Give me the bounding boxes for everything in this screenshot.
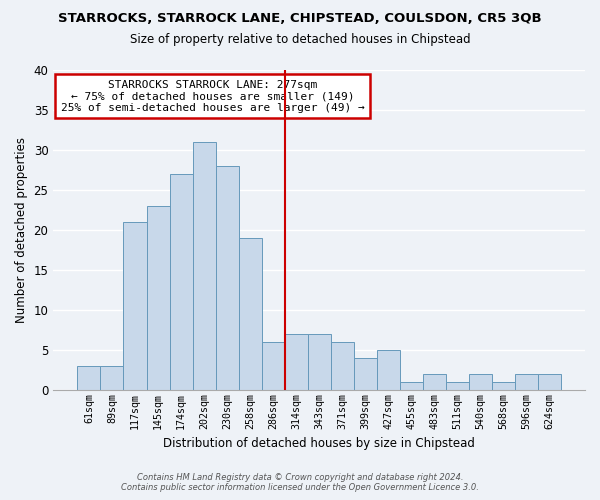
Bar [170, 174, 193, 390]
Bar [377, 350, 400, 390]
Text: Contains HM Land Registry data © Crown copyright and database right 2024.
Contai: Contains HM Land Registry data © Crown c… [121, 473, 479, 492]
X-axis label: Distribution of detached houses by size in Chipstead: Distribution of detached houses by size … [163, 437, 475, 450]
Bar [400, 382, 423, 390]
Bar [124, 222, 146, 390]
Bar [331, 342, 353, 390]
Bar [538, 374, 561, 390]
Text: Size of property relative to detached houses in Chipstead: Size of property relative to detached ho… [130, 32, 470, 46]
Bar [353, 358, 377, 390]
Bar [77, 366, 100, 390]
Bar [146, 206, 170, 390]
Bar [284, 334, 308, 390]
Bar [215, 166, 239, 390]
Bar [262, 342, 284, 390]
Y-axis label: Number of detached properties: Number of detached properties [15, 137, 28, 323]
Bar [492, 382, 515, 390]
Bar [308, 334, 331, 390]
Bar [515, 374, 538, 390]
Bar [446, 382, 469, 390]
Text: STARROCKS STARROCK LANE: 277sqm
← 75% of detached houses are smaller (149)
25% o: STARROCKS STARROCK LANE: 277sqm ← 75% of… [61, 80, 365, 113]
Bar [100, 366, 124, 390]
Bar [469, 374, 492, 390]
Bar [193, 142, 215, 390]
Text: STARROCKS, STARROCK LANE, CHIPSTEAD, COULSDON, CR5 3QB: STARROCKS, STARROCK LANE, CHIPSTEAD, COU… [58, 12, 542, 26]
Bar [239, 238, 262, 390]
Bar [423, 374, 446, 390]
